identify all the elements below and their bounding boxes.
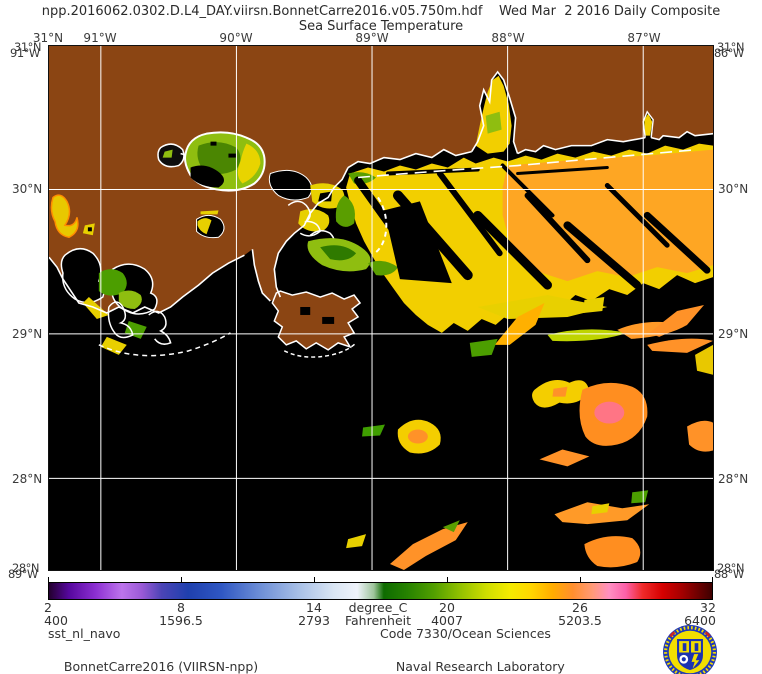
axis-label-top-31n: 31°N bbox=[32, 31, 64, 45]
axis-label-top-91w: 91°W bbox=[83, 31, 117, 45]
cbar-c-14: 14 bbox=[306, 600, 322, 615]
footer-left-column: sst_nl_navo BonnetCarre2016 (VIIRSN-npp)… bbox=[48, 626, 258, 674]
cbar-c-20: 20 bbox=[439, 600, 455, 615]
axis-label-right-29n: 29°N bbox=[718, 327, 749, 341]
corner-label-bl-a: 28°N bbox=[12, 561, 40, 575]
cbar-c-26: 26 bbox=[572, 600, 588, 615]
cbar-unit-c: degree_C bbox=[348, 600, 408, 615]
cbar-c-2: 2 bbox=[44, 600, 52, 615]
cbar-f-1596: 1596.5 bbox=[159, 613, 203, 628]
colorbar-tick bbox=[712, 577, 713, 582]
corner-label-br-b: 88°W bbox=[714, 567, 744, 581]
cbar-unit-f: Fahrenheit bbox=[344, 613, 412, 628]
product-title: npp.2016062.0302.D.L4_DAY.viirsn.BonnetC… bbox=[41, 4, 721, 19]
axis-label-left-28n: 28°N bbox=[12, 472, 43, 486]
cbar-c-32: 32 bbox=[700, 600, 716, 615]
corner-label-tr-a: 31°N bbox=[717, 40, 745, 54]
colorbar-tick bbox=[48, 577, 49, 582]
footer-center-column: Code 7330/Ocean Sciences Naval Research … bbox=[380, 626, 565, 674]
colorbar-tick bbox=[314, 577, 315, 582]
sst-map-canvas bbox=[48, 46, 714, 570]
axis-label-right-30n: 30°N bbox=[718, 182, 749, 196]
nrl-seal-logo bbox=[663, 625, 717, 674]
axis-label-top-87w: 87°W bbox=[627, 31, 661, 45]
corner-label-tr-b: 86°W bbox=[714, 46, 744, 60]
cbar-f-5203: 5203.5 bbox=[558, 613, 602, 628]
dataset-name: sst_nl_navo bbox=[48, 626, 121, 641]
axis-label-right-28n: 28°N bbox=[718, 472, 749, 486]
region-sensor: BonnetCarre2016 (VIIRSN-npp) bbox=[63, 659, 259, 674]
corner-label-br-a: 28°N bbox=[717, 561, 745, 575]
colorbar-tick bbox=[181, 577, 182, 582]
cbar-f-400: 400 bbox=[44, 613, 68, 628]
cbar-f-6400: 6400 bbox=[684, 613, 716, 628]
colorbar-tick bbox=[447, 577, 448, 582]
colorbar-tick bbox=[580, 577, 581, 582]
plot-subtitle: Sea Surface Temperature bbox=[298, 19, 464, 34]
cbar-f-2793: 2793 bbox=[298, 613, 330, 628]
cbar-c-8: 8 bbox=[177, 600, 185, 615]
cbar-f-4007: 4007 bbox=[431, 613, 463, 628]
org-name: Naval Research Laboratory bbox=[395, 659, 565, 674]
org-code: Code 7330/Ocean Sciences bbox=[380, 626, 551, 641]
axis-label-left-30n: 30°N bbox=[12, 182, 43, 196]
colorbar bbox=[48, 582, 713, 600]
corner-label-tl-a: 31°N bbox=[14, 40, 42, 54]
corner-label-tl-b: 91°W bbox=[10, 46, 40, 60]
sst-map bbox=[48, 45, 714, 571]
axis-label-top-89w: 89°W bbox=[355, 31, 389, 45]
axis-label-top-90w: 90°W bbox=[219, 31, 253, 45]
corner-label-bl-b: 89°W bbox=[8, 567, 38, 581]
axis-label-top-88w: 88°W bbox=[491, 31, 525, 45]
axis-label-left-29n: 29°N bbox=[12, 327, 43, 341]
